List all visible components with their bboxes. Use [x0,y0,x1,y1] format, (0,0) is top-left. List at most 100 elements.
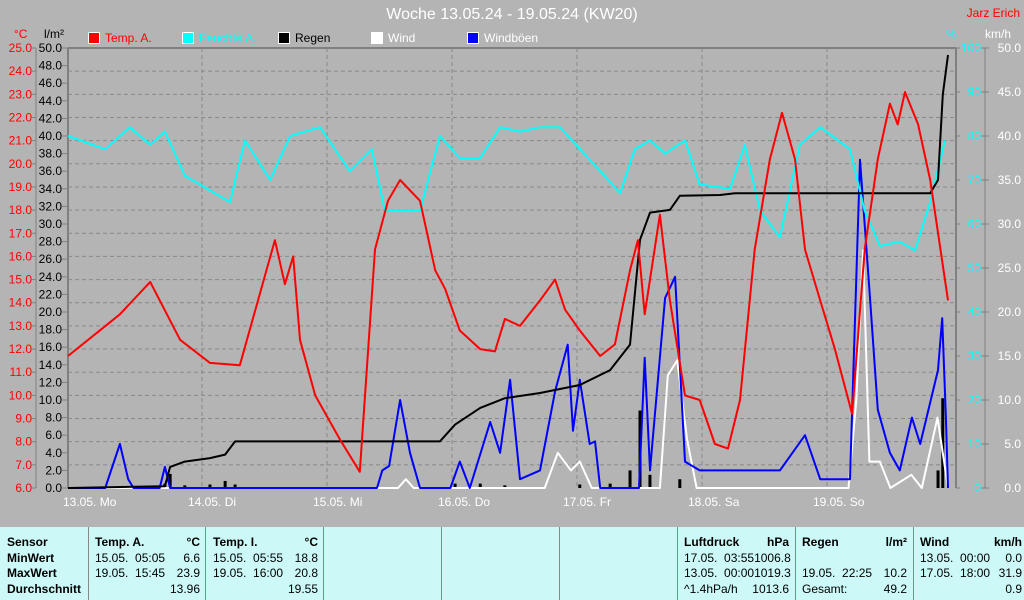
wind-value: 0.0 [1005,550,1022,565]
pressure-value: 1013.6 [752,581,789,596]
humidity-tick-label: 60 [968,217,982,231]
pressure-header: Luftdruck [684,535,740,549]
wind-tick-label: 45.0 [998,85,1022,99]
sensor-header: Sensor [7,535,48,549]
temp_i-value: 18.8 [294,550,318,565]
rain-tick-label: 16.0 [39,340,63,354]
rain-bar [223,480,227,488]
legend-label: Feuchte A. [199,31,257,45]
rain-tick-label: 50.0 [39,41,63,55]
wind-tick-label: 35.0 [998,173,1022,187]
rain-bar [578,484,582,488]
temp-tick-label: 23.0 [9,87,33,101]
temp-tick-label: 24.0 [9,64,33,78]
rain-column: Regen l/m² 19.05. 22:25 10.2 Gesamt: 49.2 [802,535,907,597]
rain-tick-label: 40.0 [39,129,63,143]
wind-column: Wind km/h 13.05. 00:00 0.0 17.05. 18:00 31.9 0… [920,535,1022,597]
rain-tick-label: 4.0 [45,446,62,460]
wind-tick-label: 40.0 [998,129,1022,143]
legend-swatch [371,32,383,44]
temp_i-unit: °C [304,535,318,549]
wind-tick-label: 25.0 [998,261,1022,275]
pressure-value: 1006.8 [754,550,791,565]
rain-bar [678,479,682,488]
wind-tick-label: 20.0 [998,305,1022,319]
rain-bar [628,470,632,488]
rain-tick-label: 22.0 [39,287,63,301]
rain-tick-label: 30.0 [39,217,63,231]
temp-tick-label: 20.0 [9,157,33,171]
legend-humidity: Feuchte A. [182,31,256,45]
rain-bar [936,470,940,488]
temp-tick-label: 15.0 [9,273,33,287]
humidity-tick-label: 50 [968,261,982,275]
rain-tick-label: 12.0 [39,375,63,389]
temp-tick-label: 9.0 [15,412,32,426]
rain-bar [168,473,172,488]
rain-value: 10.2 [883,566,907,580]
temp-tick-label: 22.0 [9,110,33,124]
wind-value: 31.9 [998,566,1022,580]
temp_a-time: 15.05. 05:05 [95,550,166,565]
rain-bar [478,483,482,488]
temp_i-time: 15.05. 05:55 [213,550,284,565]
pressure-time: 13.05. 00:00 [684,566,755,580]
rain-tick-label: 42.0 [39,111,63,125]
wind-time: 13.05. 00:00 [920,550,991,565]
temp-tick-label: 16.0 [9,249,33,263]
wind-value: 0.9 [1005,581,1022,596]
humidity-unit: % [946,27,957,41]
wind-tick-label: 0.0 [1004,481,1021,495]
rain-bar [608,483,612,488]
rain-bar [453,483,457,488]
sensor-column: Sensor MinWert MaxWert Durchschnitt [7,535,81,597]
legend-swatch [467,32,479,44]
temp-tick-label: 10.0 [9,388,33,402]
rain-tick-label: 28.0 [39,235,63,249]
temp-tick-label: 19.0 [9,180,33,194]
chart-title: Woche 13.05.24 - 19.05.24 (KW20) [386,6,638,23]
rain-tick-label: 8.0 [45,411,62,425]
temp_a-unit: °C [186,535,200,549]
x-tick-label: 16.05. Do [438,495,490,509]
rain-bar [648,474,652,488]
temp-unit: °C [14,27,28,41]
series-feuchte-a- [67,126,946,252]
rain-tick-label: 0.0 [45,481,62,495]
x-tick-label: 14.05. Di [188,495,236,509]
humidity-tick-label: 30 [968,349,982,363]
temp_a-value: 13.96 [169,581,200,596]
rain-tick-label: 18.0 [39,323,63,337]
rain-tick-label: 36.0 [39,164,63,178]
humidity-tick-label: 0 [974,481,981,495]
rain-bar [503,485,507,488]
humidity-tick-label: 80 [968,129,982,143]
rain-header: Regen [802,535,839,549]
x-tick-label: 13.05. Mo [63,495,117,509]
legend-rain: Regen [278,31,330,45]
legend-label: Windböen [484,31,539,45]
wind-header: Wind [920,535,950,549]
temp_i-value: 19.55 [287,581,318,596]
rain-tick-label: 2.0 [45,463,62,477]
rain-tick-label: 44.0 [39,94,63,108]
legend-label: Wind [388,31,416,45]
x-tick-label: 18.05. Sa [688,495,740,509]
temp_a-value: 23.9 [176,566,200,580]
series-windböen [68,158,949,489]
temp-tick-label: 11.0 [10,365,33,379]
rain-unit: l/m² [885,535,907,549]
legend-swatch [278,32,290,44]
pressure-time: 17.05. 03:55 [684,550,755,565]
weather-chart: 13.05. Mo 14.05. Di 15.05. Mi 16.05. Do 17.0… [9,41,1022,509]
humidity-tick-label: 40 [968,305,982,319]
pressure-column: Luftdruck hPa 17.05. 03:55 1006.8 13.05. 00:… [684,535,791,597]
rain-value: 49.2 [883,581,907,596]
rain-unit: l/m² [44,27,64,41]
rain-tick-label: 48.0 [39,59,63,73]
temp-tick-label: 7.0 [15,458,32,472]
temp_i-value: 20.8 [294,566,318,580]
temp_a-time: 19.05. 15:45 [95,566,166,580]
wind-unit: km/h [993,535,1022,549]
row-label-avg: Durchschnitt [7,581,82,596]
